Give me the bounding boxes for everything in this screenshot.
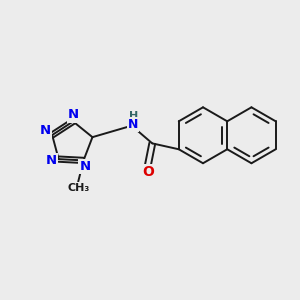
Text: N: N bbox=[128, 118, 138, 131]
Text: N: N bbox=[45, 154, 56, 167]
Text: H: H bbox=[129, 111, 139, 121]
Text: CH₃: CH₃ bbox=[67, 183, 89, 193]
Text: N: N bbox=[68, 109, 79, 122]
Text: O: O bbox=[142, 165, 154, 179]
Text: N: N bbox=[40, 124, 51, 137]
Text: N: N bbox=[80, 160, 91, 173]
